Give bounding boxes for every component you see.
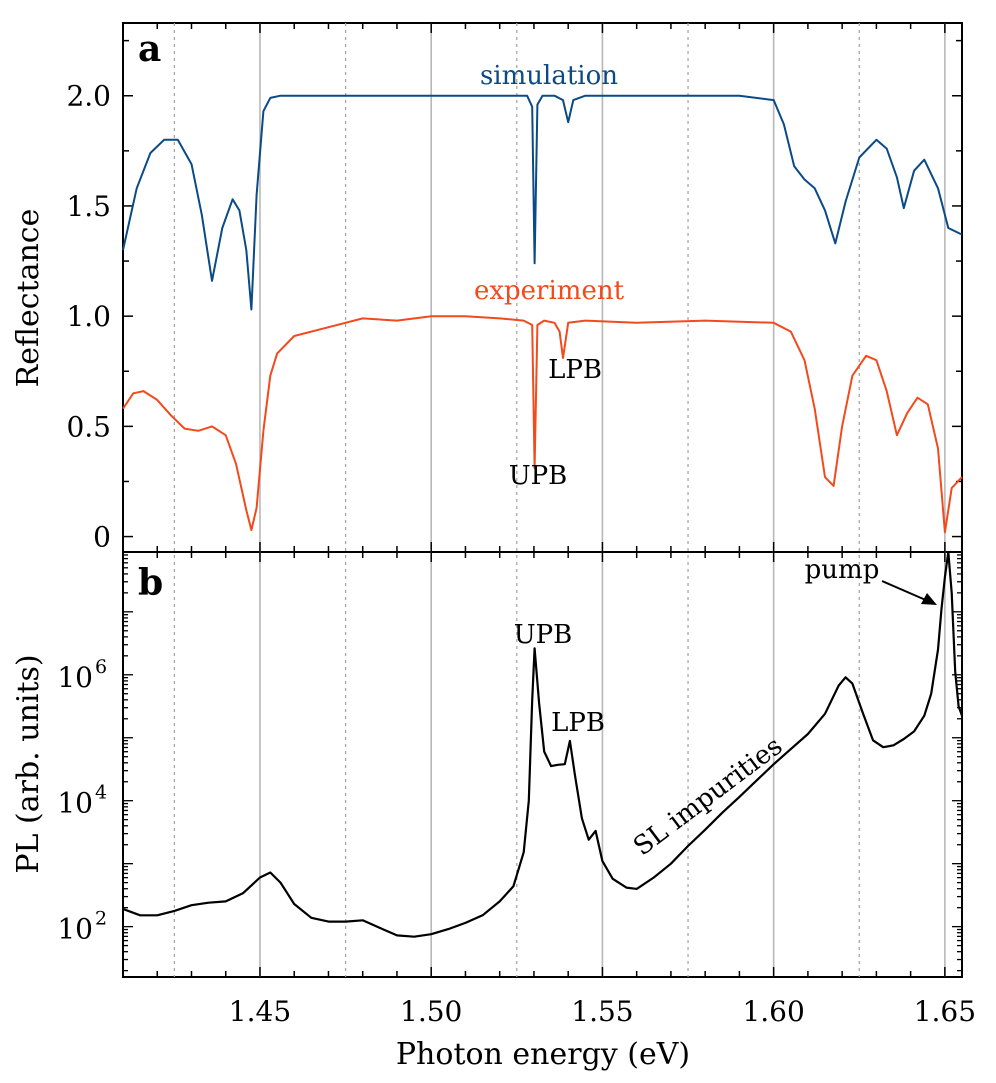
y-tick-label-b: 10 <box>57 787 93 820</box>
panel-letter-b: b <box>138 562 163 604</box>
panel-b-frame <box>122 551 963 978</box>
annotation-upb-b: UPB <box>514 620 573 650</box>
x-tick-label: 1.45 <box>229 995 291 1028</box>
annotation-upb-a: UPB <box>509 461 568 491</box>
x-tick-label: 1.65 <box>914 995 976 1028</box>
y-tick-label-a: 0.5 <box>66 410 111 443</box>
y-tick-label-a: 1.5 <box>66 190 111 223</box>
y-tick-label-a: 0 <box>93 521 111 554</box>
panel-letter-a: a <box>138 28 161 70</box>
y-tick-label-b: 10 <box>57 661 93 694</box>
series-simulation <box>122 94 963 311</box>
annotation-sl-impurities: SL impurities <box>628 731 788 862</box>
y-tick-label-a: 1.0 <box>66 300 111 333</box>
y-tick-label-b-exp: 2 <box>95 908 107 930</box>
y-tick-label-b: 10 <box>57 913 93 946</box>
annotation-simulation: simulation <box>480 61 618 91</box>
ylabel-pl: PL (arb. units) <box>11 654 46 873</box>
y-tick-label-b-exp: 4 <box>95 782 107 804</box>
x-tick-label: 1.60 <box>742 995 804 1028</box>
series-experiment <box>122 315 963 534</box>
grid-lines <box>173 23 946 977</box>
ylabel-reflectance: Reflectance <box>11 209 46 388</box>
data-series <box>122 94 964 938</box>
xlabel-photon-energy: Photon energy (eV) <box>396 1037 690 1072</box>
x-tick-label: 1.55 <box>571 995 633 1028</box>
pump-arrowhead <box>921 593 937 605</box>
annotation-experiment: experiment <box>474 276 625 306</box>
axis-ticks <box>122 23 962 977</box>
series-pl <box>122 550 964 938</box>
y-tick-label-b-exp: 6 <box>95 656 107 678</box>
y-tick-label-a: 2.0 <box>66 80 111 113</box>
annotation-pump: pump <box>805 555 880 585</box>
annotation-lpb-b: LPB <box>551 708 605 738</box>
pump-arrow <box>881 580 929 602</box>
x-tick-label: 1.50 <box>400 995 462 1028</box>
annotation-lpb-a: LPB <box>548 355 602 385</box>
